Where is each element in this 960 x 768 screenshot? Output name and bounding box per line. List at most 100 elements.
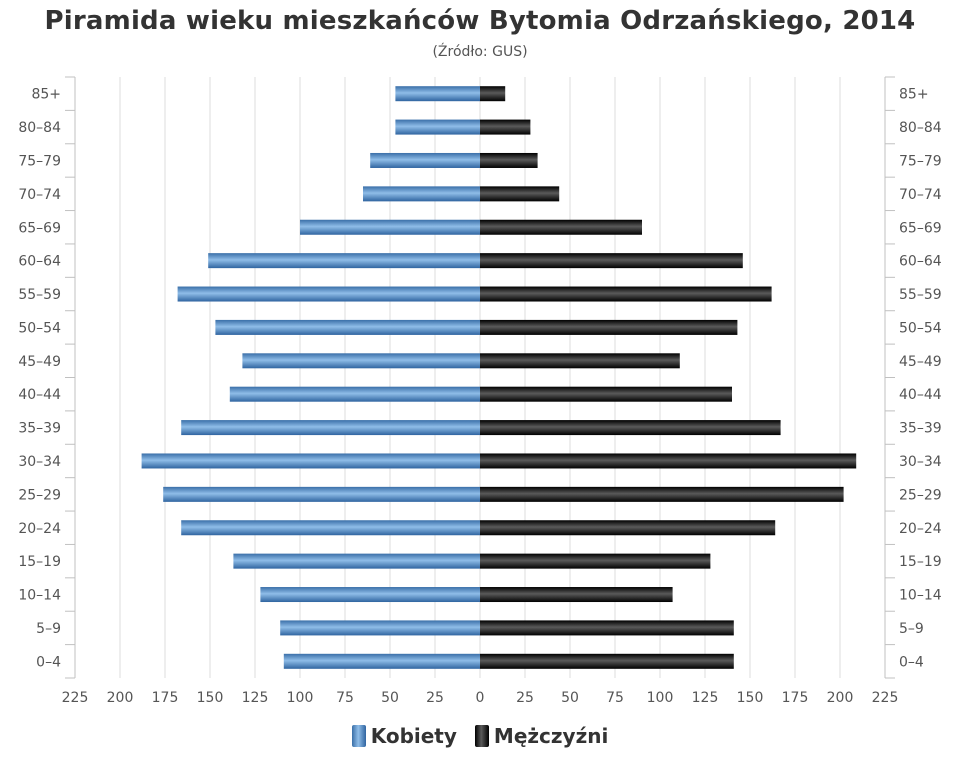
bar-kobiety[interactable] <box>280 620 480 636</box>
bar-mezczyzni[interactable] <box>480 186 560 202</box>
x-tick-label: 25 <box>516 690 534 706</box>
y-tick-label-right: 45–49 <box>899 354 942 370</box>
bar-kobiety[interactable] <box>177 286 480 302</box>
y-tick-label-left: 70–74 <box>18 187 61 203</box>
legend-swatch-black <box>474 725 489 747</box>
bar-kobiety[interactable] <box>260 587 480 603</box>
y-tick-label-right: 65–69 <box>899 220 942 236</box>
y-tick-label-left: 65–69 <box>18 220 61 236</box>
bar-mezczyzni[interactable] <box>480 553 711 569</box>
x-tick-label: 75 <box>336 690 354 706</box>
y-tick-label-left: 75–79 <box>18 153 61 169</box>
bar-kobiety[interactable] <box>242 353 480 369</box>
bar-kobiety[interactable] <box>208 253 480 269</box>
bar-mezczyzni[interactable] <box>480 486 844 502</box>
y-tick-label-right: 40–44 <box>899 387 942 403</box>
legend-label-mezczyzni: Mężczyźni <box>493 724 609 748</box>
x-tick-label: 225 <box>62 690 89 706</box>
legend: Kobiety Mężczyźni <box>0 724 960 748</box>
bars <box>141 86 857 669</box>
bar-kobiety[interactable] <box>283 653 480 669</box>
legend-label-kobiety: Kobiety <box>370 724 457 748</box>
bar-kobiety[interactable] <box>395 86 480 102</box>
bar-mezczyzni[interactable] <box>480 587 673 603</box>
y-tick-label-left: 20–24 <box>18 521 61 537</box>
x-tick-label: 50 <box>561 690 579 706</box>
y-tick-label-left: 40–44 <box>18 387 61 403</box>
x-tick-label: 75 <box>606 690 624 706</box>
y-tick-label-left: 55–59 <box>18 287 61 303</box>
bar-kobiety[interactable] <box>363 186 480 202</box>
bar-mezczyzni[interactable] <box>480 119 531 135</box>
tick-labels: 225 200 175 150 125 100 75 50 25 0 25 50 75 100 125 150… <box>18 87 941 706</box>
bar-kobiety[interactable] <box>229 386 480 402</box>
bar-mezczyzni[interactable] <box>480 86 506 102</box>
x-tick-label: 150 <box>737 690 764 706</box>
bar-mezczyzni[interactable] <box>480 253 743 269</box>
bar-kobiety[interactable] <box>395 119 480 135</box>
y-tick-label-right: 10–14 <box>899 588 942 604</box>
y-tick-label-right: 20–24 <box>899 521 942 537</box>
y-tick-label-right: 25–29 <box>899 487 942 503</box>
y-tick-label-right: 35–39 <box>899 421 942 437</box>
legend-item-mezczyzni[interactable]: Mężczyźni <box>474 724 609 748</box>
y-tick-label-left: 0–4 <box>36 654 61 670</box>
bar-kobiety[interactable] <box>370 152 480 168</box>
y-tick-label-left: 45–49 <box>18 354 61 370</box>
x-tick-label: 125 <box>692 690 719 706</box>
bar-kobiety[interactable] <box>300 219 480 235</box>
bar-kobiety[interactable] <box>181 420 480 436</box>
bar-mezczyzni[interactable] <box>480 620 734 636</box>
y-tick-label-right: 80–84 <box>899 120 942 136</box>
y-tick-label-right: 60–64 <box>899 254 942 270</box>
x-tick-label: 175 <box>152 690 179 706</box>
y-tick-label-left: 50–54 <box>18 320 61 336</box>
y-tick-label-left: 85+ <box>31 87 61 103</box>
chart-subtitle: (Źródło: GUS) <box>432 44 528 60</box>
bar-kobiety[interactable] <box>233 553 480 569</box>
y-tick-label-right: 15–19 <box>899 554 942 570</box>
x-tick-label: 225 <box>872 690 899 706</box>
bar-mezczyzni[interactable] <box>480 319 738 335</box>
bar-mezczyzni[interactable] <box>480 420 781 436</box>
y-tick-label-left: 10–14 <box>18 588 61 604</box>
bar-mezczyzni[interactable] <box>480 520 776 536</box>
y-tick-label-right: 55–59 <box>899 287 942 303</box>
bar-kobiety[interactable] <box>215 319 480 335</box>
bar-mezczyzni[interactable] <box>480 353 680 369</box>
bar-mezczyzni[interactable] <box>480 219 642 235</box>
x-tick-label: 50 <box>381 690 399 706</box>
axes <box>65 76 895 679</box>
y-tick-label-right: 5–9 <box>899 621 924 637</box>
y-tick-label-left: 30–34 <box>18 454 61 470</box>
x-tick-label: 200 <box>827 690 854 706</box>
y-tick-label-left: 60–64 <box>18 254 61 270</box>
y-tick-label-right: 70–74 <box>899 187 942 203</box>
grid-lines <box>119 77 841 678</box>
chart-title: Piramida wieku mieszkańców Bytomia Odrza… <box>44 6 916 36</box>
x-tick-label: 25 <box>426 690 444 706</box>
bar-mezczyzni[interactable] <box>480 286 772 302</box>
y-tick-label-left: 15–19 <box>18 554 61 570</box>
bar-kobiety[interactable] <box>141 453 480 469</box>
bar-kobiety[interactable] <box>181 520 480 536</box>
bar-mezczyzni[interactable] <box>480 386 732 402</box>
y-tick-label-left: 35–39 <box>18 421 61 437</box>
x-tick-label: 150 <box>197 690 224 706</box>
legend-item-kobiety[interactable]: Kobiety <box>351 724 457 748</box>
y-tick-label-right: 85+ <box>899 87 929 103</box>
legend-swatch-blue <box>351 725 366 747</box>
y-tick-label-left: 25–29 <box>18 487 61 503</box>
x-tick-label: 175 <box>782 690 809 706</box>
bar-mezczyzni[interactable] <box>480 453 857 469</box>
x-tick-label: 200 <box>107 690 134 706</box>
y-tick-label-left: 5–9 <box>36 621 61 637</box>
bar-mezczyzni[interactable] <box>480 653 734 669</box>
bar-kobiety[interactable] <box>163 486 480 502</box>
y-tick-label-left: 80–84 <box>18 120 61 136</box>
y-tick-label-right: 75–79 <box>899 153 942 169</box>
y-tick-label-right: 50–54 <box>899 320 942 336</box>
bar-mezczyzni[interactable] <box>480 152 538 168</box>
y-tick-label-right: 0–4 <box>899 654 924 670</box>
